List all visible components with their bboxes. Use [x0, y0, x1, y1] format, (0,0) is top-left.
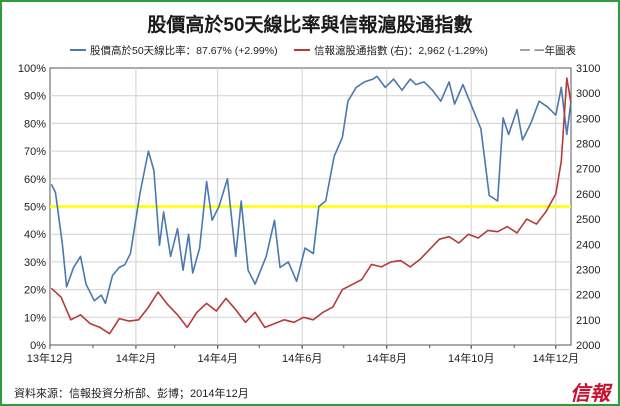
- legend-label: 股價高於50天線比率：87.67% (+2.99%): [90, 44, 278, 57]
- x-tick-label: 14年12月: [533, 351, 579, 365]
- chart-title: 股價高於50天線比率與信報滬股通指數: [147, 15, 473, 36]
- source-note: 資料來源：信報投資分析部、彭博；2014年12月: [14, 388, 249, 400]
- x-tick-label: 14年2月: [116, 351, 156, 365]
- y-right-tick-label: 2400: [576, 239, 600, 251]
- y-left-tick-label: 90%: [24, 91, 46, 103]
- y-left-tick-label: 20%: [24, 285, 46, 297]
- y-right-tick-label: 2700: [576, 164, 600, 176]
- y-right-tick-label: 2200: [576, 290, 600, 302]
- y-right-tick-label: 2800: [576, 139, 600, 151]
- y-right-tick-label: 3100: [576, 63, 600, 75]
- y-right-tick-label: 2600: [576, 189, 600, 201]
- x-tick-label: 14年10月: [448, 351, 494, 365]
- y-right-tick-label: 2300: [576, 264, 600, 276]
- y-left-tick-label: 60%: [24, 174, 46, 186]
- y-right-tick-label: 3000: [576, 88, 600, 100]
- y-right-tick-label: 2500: [576, 214, 600, 226]
- y-left-tick-label: 70%: [24, 146, 46, 158]
- y-right-tick-label: 2100: [576, 315, 600, 327]
- x-tick-label: 14年4月: [197, 351, 237, 365]
- hkej-logo: 信報: [570, 381, 610, 405]
- y-left-tick-label: 50%: [24, 202, 46, 214]
- x-tick-label: 14年8月: [367, 351, 407, 365]
- y-right-tick-label: 2000: [576, 340, 600, 352]
- series-index-line: [50, 77, 572, 335]
- y-left-tick-label: 10%: [24, 312, 46, 324]
- y-left-tick-label: 100%: [18, 63, 46, 75]
- y-left-tick-label: 0%: [30, 340, 46, 352]
- y-left-tick-label: 40%: [24, 229, 46, 241]
- y-right-tick-label: 2900: [576, 113, 600, 125]
- legend-label: 信報滬股通指數 (右)：2,962 (-1.29%): [314, 44, 488, 57]
- y-left-tick-label: 30%: [24, 257, 46, 269]
- x-tick-label: 14年6月: [282, 351, 322, 365]
- series-breadth-line: [50, 75, 572, 305]
- legend-label: 一年圖表: [534, 44, 576, 57]
- y-left-tick-label: 80%: [24, 118, 46, 130]
- x-tick-label: 13年12月: [27, 351, 73, 365]
